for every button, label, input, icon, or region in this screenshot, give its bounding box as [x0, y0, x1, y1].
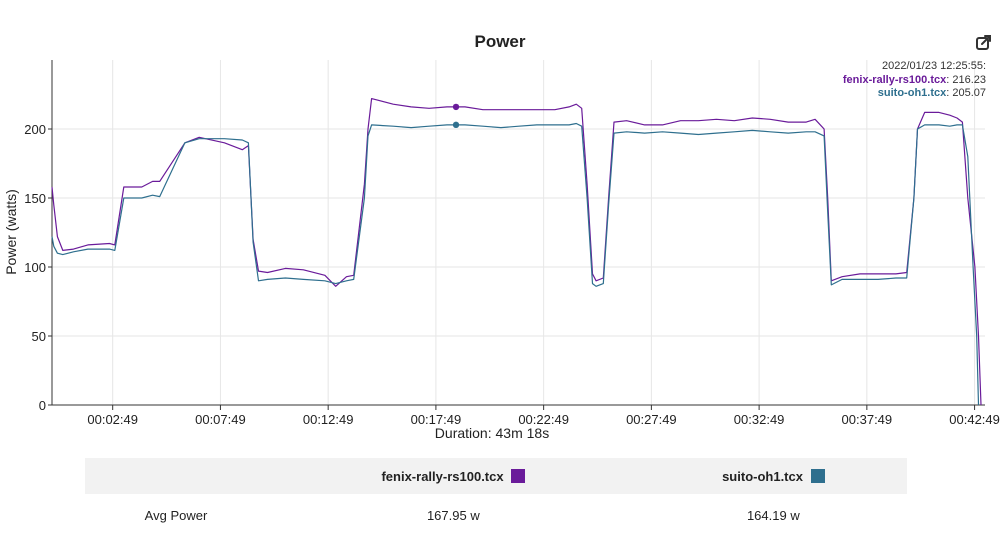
metric-label: Avg Power	[144, 507, 208, 523]
x-axis-ticks: 00:02:49 00:07:49 00:12:49 00:17:49 00:22:49…	[87, 405, 1000, 427]
metric-value: 167.95 w	[426, 507, 480, 523]
tooltip-series-value: : 216.23	[946, 73, 986, 86]
tooltip-series-name: suito-oh1.tcx	[877, 87, 947, 99]
tooltip-series-value: : 205.07	[946, 87, 986, 99]
y-axis-title: Power (watts)	[3, 189, 19, 275]
x-tick-label: 00:07:49	[195, 412, 246, 427]
y-tick-label: 200	[24, 122, 46, 137]
x-tick-label: 00:12:49	[303, 412, 354, 427]
series-lines	[51, 97, 982, 406]
series-line-1	[51, 97, 982, 406]
tooltip-timestamp: 2022/01/23 12:25:55:	[882, 60, 986, 72]
y-axis-ticks: 0 50 100 150 200	[24, 122, 52, 413]
x-tick-label: 00:42:49	[949, 412, 1000, 427]
export-icon[interactable]	[975, 34, 993, 52]
x-tick-label: 00:17:49	[411, 412, 462, 427]
x-tick-label: 00:32:49	[734, 412, 785, 427]
hover-tooltip: 2022/01/23 12:25:55: fenix-rally-rs100.t…	[843, 60, 986, 101]
summary-header-row: fenix-rally-rs100.tcx suito-oh1.tcx	[85, 458, 907, 494]
summary-table: fenix-rally-rs100.tcx suito-oh1.tcx Avg …	[85, 458, 907, 536]
tooltip-entry: fenix-rally-rs100.tcx: 216.23	[843, 74, 986, 88]
summary-column-header: fenix-rally-rs100.tcx	[267, 458, 640, 494]
summary-header-empty	[85, 458, 267, 494]
x-tick-label: 00:22:49	[518, 412, 569, 427]
series-line-2	[51, 122, 980, 406]
x-tick-label: 00:37:49	[842, 412, 893, 427]
color-swatch[interactable]	[511, 468, 526, 483]
x-axis-title: Duration: 43m 18s	[435, 425, 549, 441]
tooltip-series-name: fenix-rally-rs100.tcx	[842, 73, 947, 86]
metric-value: 164.19 w	[746, 507, 800, 523]
grid	[52, 60, 985, 405]
color-swatch[interactable]	[810, 468, 825, 483]
tooltip-entry: suito-oh1.tcx: 205.07	[843, 87, 986, 101]
y-tick-label: 50	[32, 329, 46, 344]
hover-markers	[452, 103, 460, 129]
hover-marker-2	[452, 121, 460, 129]
column-label: suito-oh1.tcx	[722, 468, 803, 484]
y-tick-label: 0	[39, 398, 46, 413]
column-label: fenix-rally-rs100.tcx	[381, 468, 504, 484]
hover-marker-1	[452, 103, 460, 111]
x-tick-label: 00:27:49	[626, 412, 677, 427]
y-tick-label: 150	[24, 191, 46, 206]
x-tick-label: 00:02:49	[87, 412, 138, 427]
summary-column-header: suito-oh1.tcx	[639, 458, 907, 494]
chart-title: Power	[474, 32, 526, 51]
y-tick-label: 100	[24, 260, 46, 275]
summary-row: Avg Power 167.95 w 164.19 w	[85, 494, 907, 536]
